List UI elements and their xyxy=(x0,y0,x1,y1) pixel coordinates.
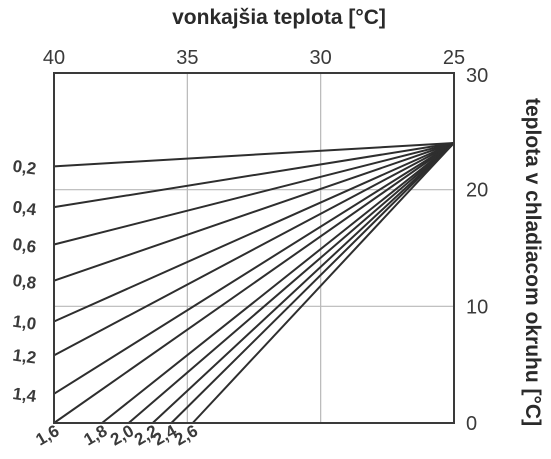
curve-label-2-6: 2,6 xyxy=(171,421,201,449)
curve-label-0-2: 0,2 xyxy=(11,156,37,178)
curve-label-1-2: 1,2 xyxy=(11,345,37,367)
y-tick-label: 0 xyxy=(466,413,477,435)
heating-curves xyxy=(53,142,455,424)
heating-curve-1-2 xyxy=(53,142,455,357)
curve-label-1-0: 1,0 xyxy=(11,312,37,334)
grid-lines xyxy=(54,73,454,423)
y-tick-label: 10 xyxy=(466,296,488,318)
curve-label-1-6: 1,6 xyxy=(33,421,63,449)
x-tick-label: 30 xyxy=(310,47,332,69)
plot-frame xyxy=(53,72,455,424)
x-tick-label: 25 xyxy=(443,47,465,69)
heating-curve-1-0 xyxy=(53,142,455,323)
heating-curve-2-2 xyxy=(151,142,455,424)
heating-curve-1-6 xyxy=(53,142,455,424)
y-tick-label: 30 xyxy=(466,65,488,87)
x-axis-ticks: 40 35 30 25 xyxy=(43,47,465,69)
x-tick-label: 40 xyxy=(43,47,65,69)
heating-curve-1-8 xyxy=(101,142,455,424)
curve-label-1-4: 1,4 xyxy=(11,384,38,406)
heating-curve-1-4 xyxy=(53,142,455,395)
heating-curve-0-6 xyxy=(53,142,455,246)
x-axis-title: vonkajšia teplota [°C] xyxy=(172,6,386,29)
heating-curve-2-0 xyxy=(128,142,455,424)
heating-curve-2-6 xyxy=(191,142,455,424)
y-axis-ticks: 0 10 20 30 xyxy=(466,65,488,435)
x-tick-label: 35 xyxy=(176,47,198,69)
heating-curve-0-4 xyxy=(53,142,455,209)
y-tick-label: 20 xyxy=(466,180,488,202)
heating-curve-0-8 xyxy=(53,142,455,282)
heating-curve-0-2 xyxy=(53,142,455,168)
curve-label-1-8: 1,8 xyxy=(81,421,111,449)
curve-label-0-6: 0,6 xyxy=(11,235,37,257)
heating-curve-2-4 xyxy=(170,142,455,424)
curve-label-0-8: 0,8 xyxy=(11,271,37,293)
y-axis-title: teplota v chladiacom okruhu [°C] xyxy=(521,98,544,426)
curve-label-0-4: 0,4 xyxy=(11,197,38,219)
